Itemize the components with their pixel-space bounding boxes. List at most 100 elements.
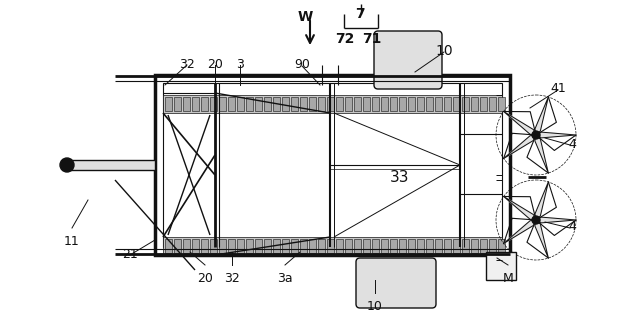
Text: 3a: 3a xyxy=(277,272,293,285)
Text: 20: 20 xyxy=(207,58,223,71)
Text: 11: 11 xyxy=(64,235,80,248)
Bar xyxy=(462,97,469,111)
Bar xyxy=(192,239,199,253)
Bar xyxy=(192,97,199,111)
Bar xyxy=(163,237,502,255)
Bar xyxy=(291,239,298,253)
Bar xyxy=(498,239,505,253)
Circle shape xyxy=(532,216,540,224)
Bar xyxy=(381,239,388,253)
FancyBboxPatch shape xyxy=(374,31,442,89)
FancyBboxPatch shape xyxy=(356,258,436,308)
Text: 10: 10 xyxy=(367,300,383,313)
Bar xyxy=(363,97,370,111)
Bar xyxy=(426,239,433,253)
Bar xyxy=(435,239,442,253)
Bar xyxy=(408,239,415,253)
Bar xyxy=(486,252,516,280)
Bar xyxy=(354,239,361,253)
Text: 3: 3 xyxy=(236,58,244,71)
Bar xyxy=(201,239,208,253)
Bar xyxy=(237,97,244,111)
Bar xyxy=(318,97,325,111)
Bar xyxy=(345,239,352,253)
Bar xyxy=(354,97,361,111)
Text: 10: 10 xyxy=(435,44,453,58)
Bar xyxy=(165,97,172,111)
Text: 32: 32 xyxy=(224,272,240,285)
Bar xyxy=(336,97,343,111)
Text: 21: 21 xyxy=(122,248,138,261)
Bar xyxy=(228,97,235,111)
Bar xyxy=(228,239,235,253)
Text: 7: 7 xyxy=(355,7,365,21)
Polygon shape xyxy=(504,220,536,244)
Bar xyxy=(399,97,406,111)
Bar xyxy=(273,239,280,253)
Bar xyxy=(417,239,424,253)
Bar xyxy=(381,97,388,111)
Bar xyxy=(372,239,379,253)
Bar xyxy=(163,83,502,247)
Bar xyxy=(453,239,460,253)
Polygon shape xyxy=(536,132,576,138)
Bar xyxy=(165,239,172,253)
Text: 4: 4 xyxy=(568,220,576,233)
Bar xyxy=(372,97,379,111)
Bar xyxy=(183,97,190,111)
Polygon shape xyxy=(535,220,548,258)
Bar xyxy=(163,95,502,113)
Bar xyxy=(67,160,155,170)
Bar xyxy=(462,239,469,253)
Bar xyxy=(183,239,190,253)
Text: 33: 33 xyxy=(390,170,410,185)
Polygon shape xyxy=(504,196,536,220)
Text: 72: 72 xyxy=(335,32,355,46)
Bar xyxy=(480,239,487,253)
Bar xyxy=(498,97,505,111)
Bar xyxy=(309,97,316,111)
Text: 4: 4 xyxy=(568,138,576,151)
Bar xyxy=(399,239,406,253)
Polygon shape xyxy=(535,97,548,135)
Bar xyxy=(219,239,226,253)
Text: 90: 90 xyxy=(294,58,310,71)
Text: M: M xyxy=(502,272,513,285)
Bar xyxy=(489,239,496,253)
Bar xyxy=(345,97,352,111)
Bar xyxy=(471,239,478,253)
Bar xyxy=(201,97,208,111)
Bar xyxy=(246,97,253,111)
Polygon shape xyxy=(504,111,536,135)
Text: 20: 20 xyxy=(197,272,213,285)
Bar xyxy=(264,239,271,253)
Bar xyxy=(480,97,487,111)
Bar xyxy=(210,239,217,253)
Polygon shape xyxy=(536,217,576,223)
Bar xyxy=(417,97,424,111)
Bar xyxy=(327,97,334,111)
Bar xyxy=(237,239,244,253)
Bar xyxy=(255,239,262,253)
Bar xyxy=(264,97,271,111)
Bar xyxy=(390,239,397,253)
Bar xyxy=(282,239,289,253)
Text: 32: 32 xyxy=(179,58,195,71)
Text: W: W xyxy=(298,10,312,24)
Bar xyxy=(318,239,325,253)
Bar xyxy=(219,97,226,111)
Bar xyxy=(426,97,433,111)
Bar xyxy=(210,97,217,111)
Circle shape xyxy=(60,158,74,172)
Bar xyxy=(444,239,451,253)
Circle shape xyxy=(532,131,540,139)
Bar xyxy=(174,97,181,111)
Bar xyxy=(291,97,298,111)
Bar xyxy=(363,239,370,253)
Bar xyxy=(282,97,289,111)
Bar xyxy=(471,97,478,111)
Bar xyxy=(408,97,415,111)
Bar xyxy=(309,239,316,253)
Bar xyxy=(444,97,451,111)
Bar xyxy=(390,97,397,111)
